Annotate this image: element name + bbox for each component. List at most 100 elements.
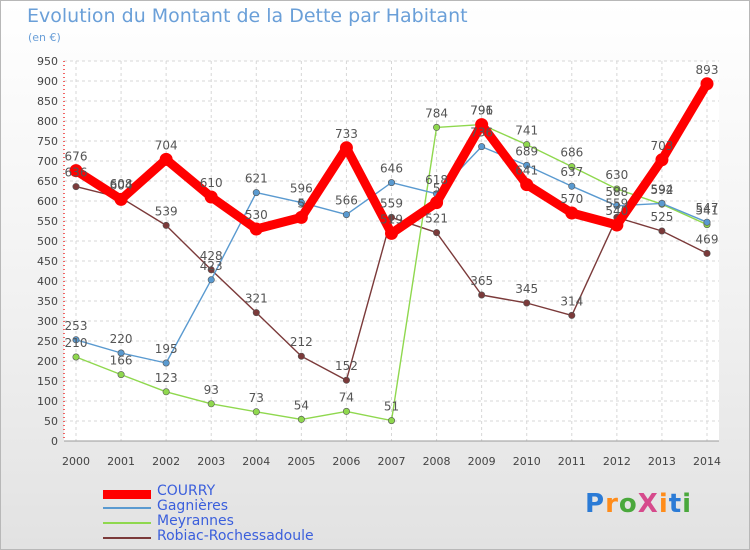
data-point [204, 190, 218, 204]
logo-letter: X [637, 489, 659, 519]
data-point [297, 415, 305, 423]
x-tick-label: 2002 [152, 455, 180, 468]
data-label: 365 [470, 274, 493, 288]
y-tick-label: 250 [37, 335, 58, 348]
data-label: 530 [245, 208, 268, 222]
y-tick-label: 300 [37, 315, 58, 328]
data-point [387, 417, 395, 425]
data-label: 469 [696, 232, 719, 246]
data-label: 736 [470, 126, 493, 140]
x-tick-label: 2005 [287, 455, 315, 468]
data-label: 733 [335, 127, 358, 141]
data-label: 220 [110, 332, 133, 346]
data-label: 618 [425, 173, 448, 187]
data-point [568, 311, 576, 319]
data-label: 610 [200, 176, 223, 190]
chart-unit: (en €) [28, 31, 61, 44]
data-label: 604 [110, 178, 133, 192]
data-label: 741 [515, 124, 538, 138]
x-tick-label: 2012 [603, 455, 631, 468]
data-point [252, 189, 260, 197]
x-tick-label: 2011 [558, 455, 586, 468]
data-label: 73 [249, 391, 264, 405]
data-label: 5 [298, 196, 306, 210]
data-point [700, 77, 714, 91]
data-point [387, 179, 395, 187]
legend-label: Meyrannes [157, 513, 234, 529]
x-tick-label: 2008 [423, 455, 451, 468]
data-label: 253 [65, 319, 88, 333]
data-label: 123 [155, 371, 178, 385]
y-tick-label: 850 [37, 95, 58, 108]
logo-letter: i [658, 489, 669, 519]
logo-letter: P [585, 489, 606, 519]
data-label: 525 [650, 210, 673, 224]
data-label: 547 [696, 201, 719, 215]
x-tick-label: 2013 [648, 455, 676, 468]
y-tick-label: 650 [37, 175, 58, 188]
data-label: 796 [470, 104, 493, 118]
data-point [162, 221, 170, 229]
data-point [339, 141, 353, 155]
data-point [117, 371, 125, 379]
legend-swatch [103, 537, 151, 539]
data-label: 521 [425, 212, 448, 226]
data-label: 704 [155, 138, 178, 152]
y-tick-label: 550 [37, 215, 58, 228]
data-label: 592 [650, 183, 673, 197]
legend-label: Robiac-Rochessadoule [157, 528, 314, 544]
legend-label: Gagnières [157, 498, 229, 514]
x-tick-label: 2004 [242, 455, 270, 468]
data-label: 646 [380, 162, 403, 176]
x-tick-label: 2010 [513, 455, 541, 468]
data-label: 630 [605, 168, 628, 182]
data-label: 791 [470, 104, 493, 118]
data-label: 314 [560, 294, 583, 308]
data-point [72, 353, 80, 361]
data-label: 210 [65, 336, 88, 350]
data-label: 540 [605, 204, 628, 218]
data-label: 321 [245, 292, 268, 306]
data-label: 74 [339, 390, 354, 404]
data-point [342, 407, 350, 415]
data-point [72, 336, 80, 344]
data-point [252, 309, 260, 317]
data-label: 423 [200, 259, 223, 273]
y-tick-label: 50 [44, 415, 58, 428]
y-tick-label: 0 [51, 435, 58, 448]
legend-swatch [103, 507, 151, 509]
data-point [72, 183, 80, 191]
y-tick-label: 700 [37, 155, 58, 168]
data-label: 195 [155, 342, 178, 356]
data-label: 641 [515, 164, 538, 178]
data-label: 212 [290, 335, 313, 349]
data-point [658, 199, 666, 207]
data-point [703, 218, 711, 226]
data-point [568, 163, 576, 171]
data-point [520, 178, 534, 192]
data-point [117, 349, 125, 357]
data-label: 689 [515, 144, 538, 158]
data-point [523, 299, 531, 307]
data-label: 784 [425, 106, 448, 120]
x-tick-label: 2006 [332, 455, 360, 468]
data-point [114, 192, 128, 206]
logo-letter: r [605, 489, 619, 519]
x-tick-label: 2007 [378, 455, 406, 468]
data-point [658, 227, 666, 235]
data-label: 588 [605, 185, 628, 199]
data-label: 608 [110, 177, 133, 191]
data-point [207, 400, 215, 408]
data-point [294, 210, 308, 224]
data-point [478, 143, 486, 151]
y-tick-label: 750 [37, 135, 58, 148]
logo-letter: t [668, 489, 683, 519]
data-point [430, 196, 444, 210]
x-tick-label: 2009 [468, 455, 496, 468]
data-label: 637 [560, 165, 583, 179]
data-point [703, 249, 711, 257]
data-label: 559 [380, 196, 403, 210]
data-point [297, 199, 305, 207]
data-point [207, 276, 215, 284]
data-label: 703 [650, 139, 673, 153]
